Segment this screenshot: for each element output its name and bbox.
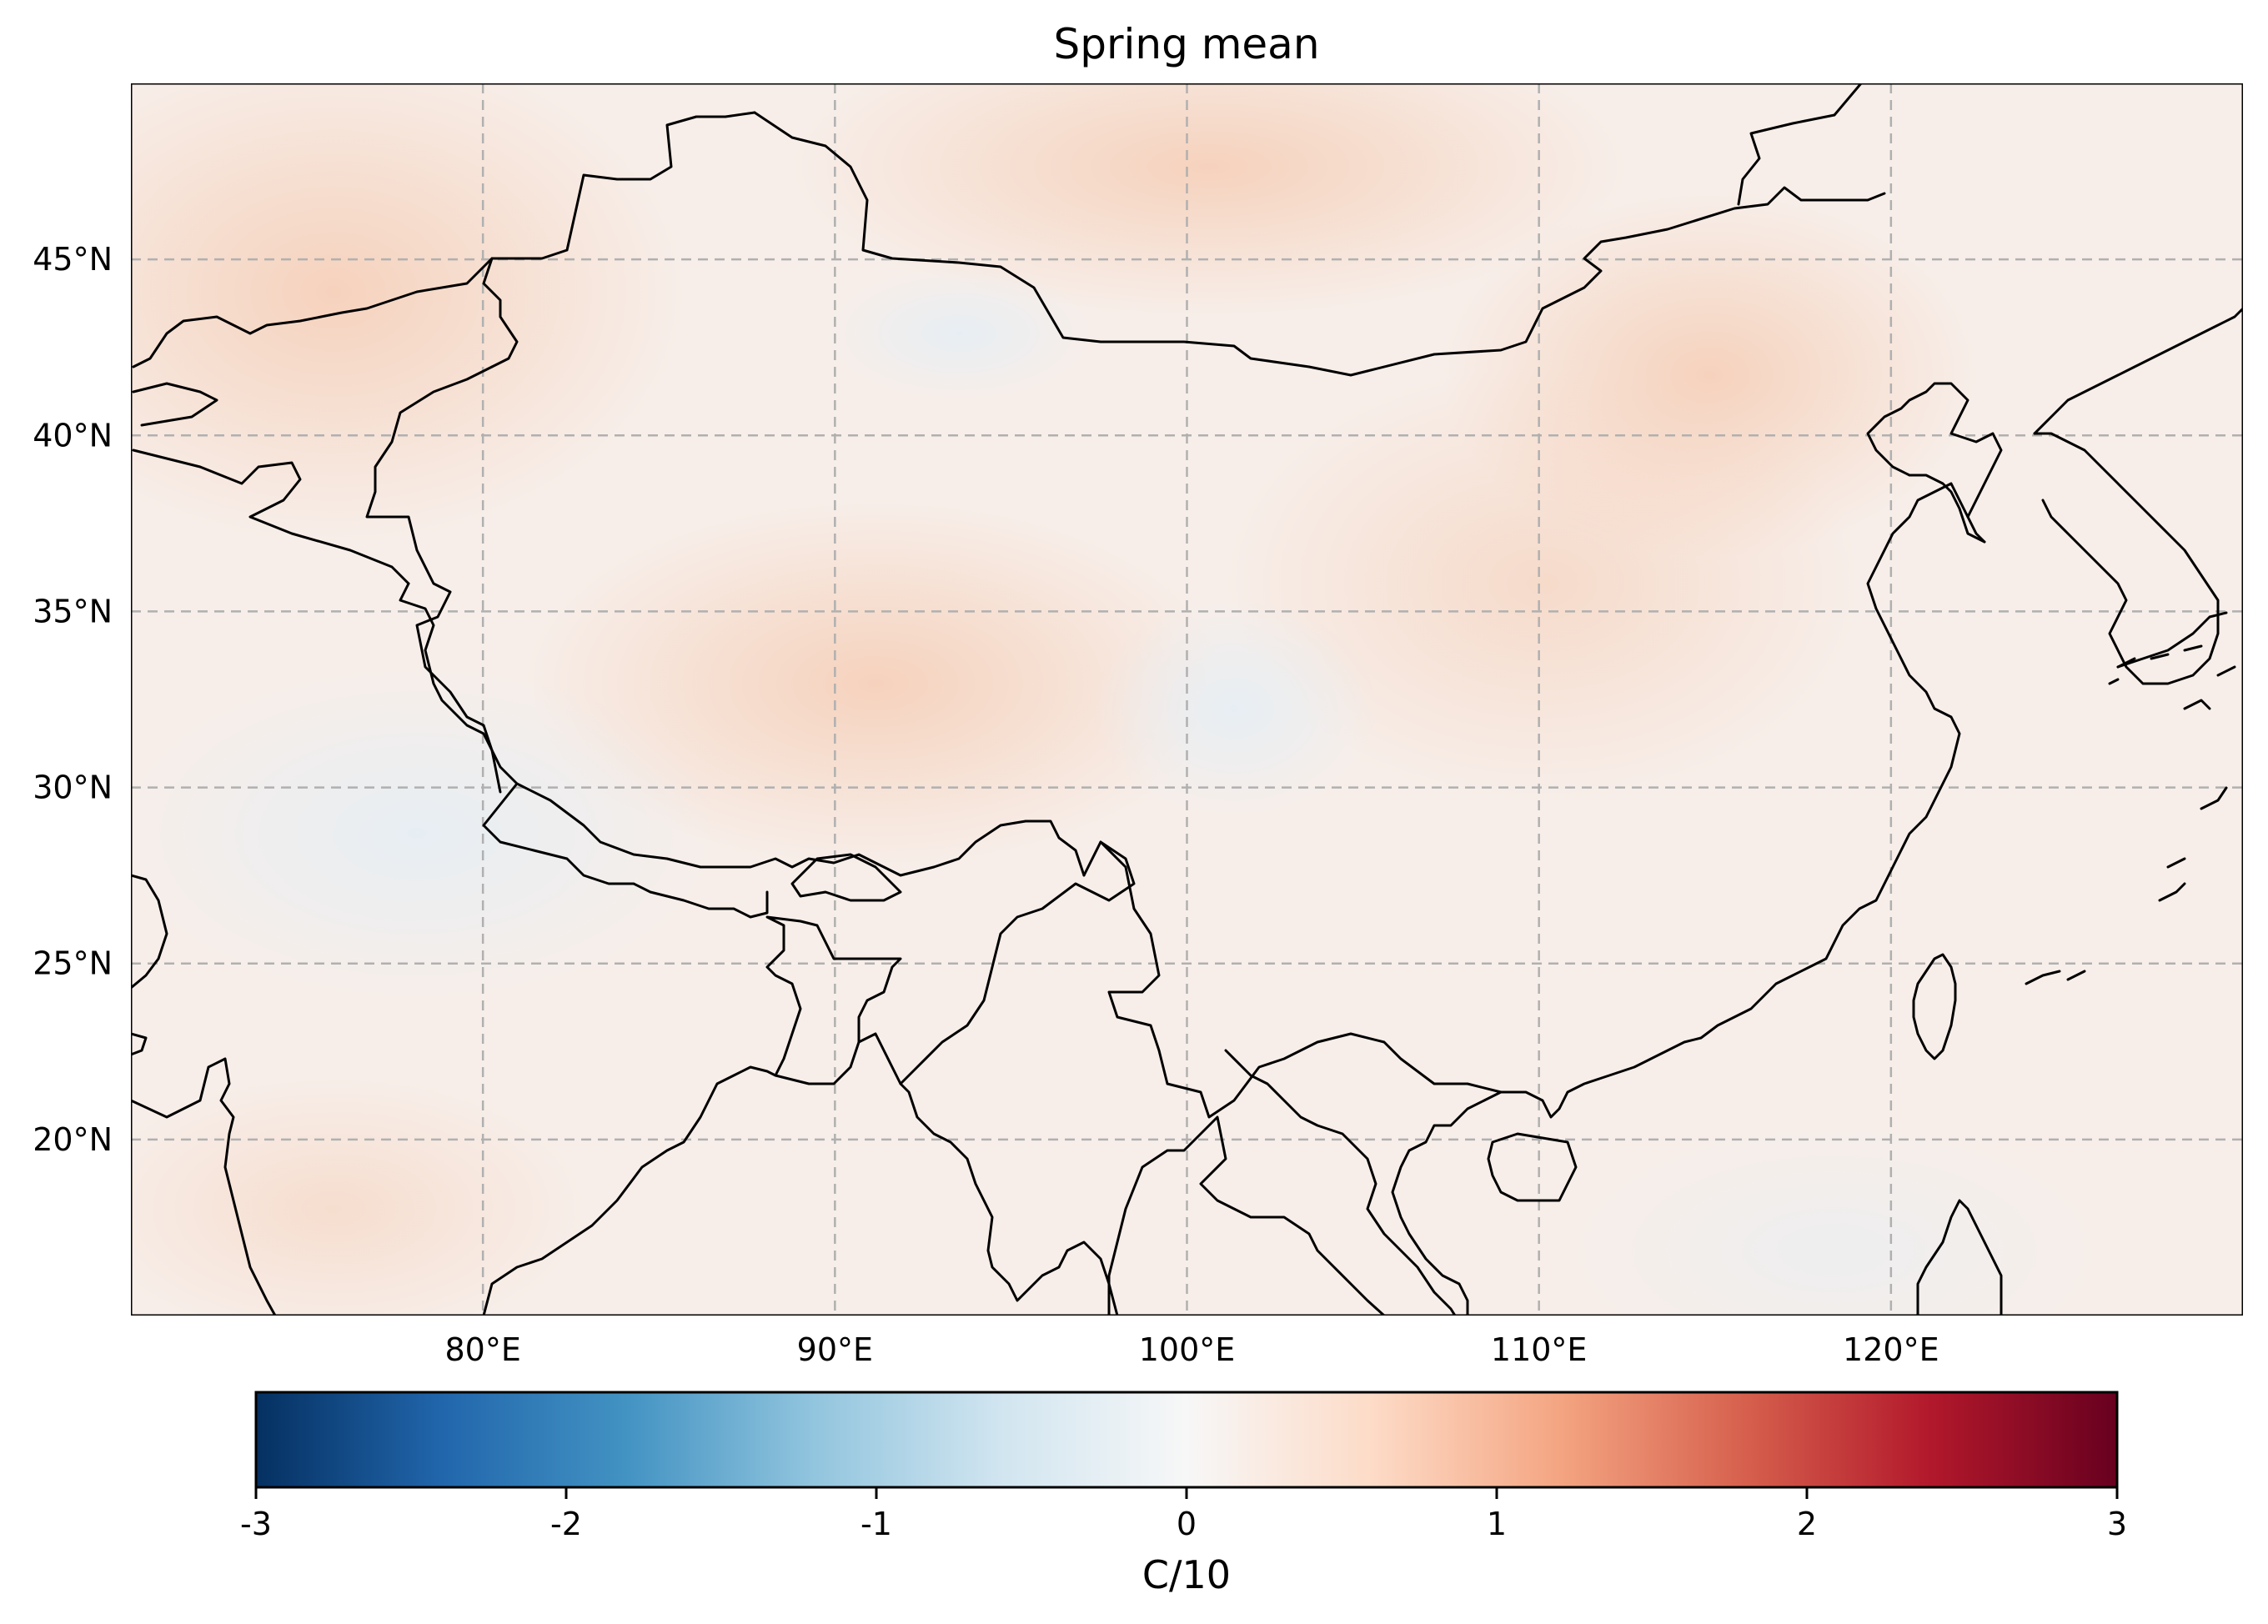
map-title: Spring mean [1053,20,1319,68]
colorbar-ticks: -3 -2 -1 0 1 2 3 [240,1487,2127,1542]
longitude-tick-label: 100°E [1139,1331,1236,1368]
longitude-tick-labels: 80°E 90°E 100°E 110°E 120°E [444,1331,1939,1368]
korea-peninsula [2033,432,2220,685]
colorbar-tick-label: -3 [240,1506,272,1542]
japan-islands [2025,611,2236,985]
india-coast-east [482,1065,777,1316]
latitude-tick-label: 40°N [33,417,113,454]
latitude-tick-label: 20°N [33,1121,113,1158]
colorbar: -3 -2 -1 0 1 2 3 C/10 [240,1391,2127,1597]
myanmar-china-border [1099,840,1503,1119]
vietnam-coast [1391,1090,1503,1316]
latitude-tick-label: 30°N [33,769,113,806]
central-asia-borders [132,257,494,585]
myanmar-coast [857,1032,1119,1316]
latitude-tick-label: 35°N [33,593,113,629]
latitude-tick-label: 25°N [33,945,113,982]
colorbar-tick-label: 0 [1177,1506,1197,1542]
latitude-tick-labels: 20°N 25°N 30°N 35°N 40°N 45°N [33,241,113,1158]
kazakh-china-border [482,111,756,368]
latitude-tick-label: 45°N [33,241,113,278]
laos-vietnam-border [1224,1049,1457,1316]
gridlines [131,83,2243,1316]
colorbar-tick-label: -1 [861,1506,892,1542]
bhutan-outline [790,853,902,902]
colorbar-tick-label: -2 [550,1506,582,1542]
bangladesh-outline [765,915,902,1085]
colorbar-tick-label: 3 [2107,1506,2127,1542]
bohai-coast [1866,382,2003,544]
colorbar-tick-label: 2 [1797,1506,1817,1542]
colorbar-tick-label: 1 [1487,1506,1507,1542]
map-panel [131,83,2243,1316]
northeast-coast [2033,307,2243,435]
korea-strait-islands [2108,644,2203,685]
colorbar-label: C/10 [1142,1552,1231,1597]
longitude-tick-label: 120°E [1843,1331,1939,1368]
china-mongolia-border [753,111,1886,377]
colorbar-bar [254,1391,2119,1489]
longitude-tick-label: 110°E [1491,1331,1588,1368]
philippines [1916,1199,2003,1316]
thailand-border [1107,1115,1386,1316]
longitude-tick-label: 80°E [444,1331,520,1368]
india-coast-west [131,874,277,1316]
russia-china-northeast-border [1737,83,1863,206]
china-south-coast [1499,482,1986,1119]
nepal-outline [482,782,769,919]
northeast-india-myanmar-border [899,840,1136,1085]
himalaya-border [399,582,1086,877]
temperature-field-shading [131,83,2101,1316]
india-china-west-border [365,365,502,794]
hainan-island [1487,1132,1578,1202]
taiwan-island [1912,953,1957,1060]
coastlines-and-borders [131,83,2243,1316]
longitude-tick-label: 90°E [797,1331,873,1368]
